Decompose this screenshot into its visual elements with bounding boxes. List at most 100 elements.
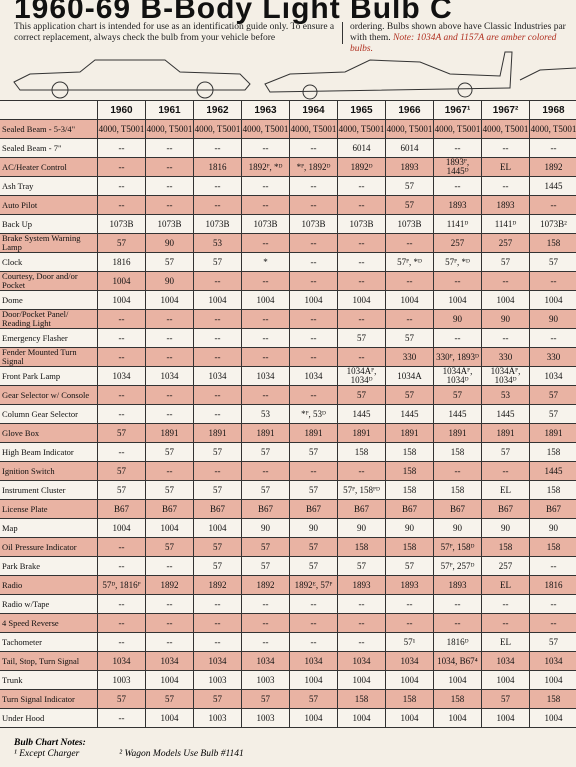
notes-title: Bulb Chart Notes: [14, 738, 86, 748]
bulb-cell: 1004 [338, 671, 386, 690]
bulb-cell: 57ᴾ, 257ᴰ [434, 557, 482, 576]
bulb-cell: 1445 [386, 405, 434, 424]
bulb-cell: -- [194, 386, 242, 405]
notes-list: ¹ Except Charger ² Wagon Models Use Bulb … [14, 749, 284, 760]
year-header: 1961 [146, 100, 194, 120]
bulb-cell: 1891 [194, 424, 242, 443]
bulb-cell: 1891 [290, 424, 338, 443]
row-label: Gear Selector w/ Console [0, 386, 98, 405]
bulb-cell: -- [194, 139, 242, 158]
bulb-cell: 158 [530, 690, 576, 709]
bulb-cell: 90 [146, 272, 194, 291]
intro-right: ordering. Bulbs shown above have Classic… [350, 22, 576, 55]
bulb-cell: 1004 [434, 671, 482, 690]
bulb-cell: 57ᴾ, 158ᴰ [434, 538, 482, 557]
bulb-cell: 57ᴰ, 1816ᴾ [98, 576, 146, 595]
bulb-cell: 90 [386, 519, 434, 538]
bulb-cell: -- [242, 272, 290, 291]
row-label: Tail, Stop, Turn Signal [0, 652, 98, 671]
bulb-cell: 1004 [386, 709, 434, 728]
bulb-cell: 1034 [386, 652, 434, 671]
row-label: 4 Speed Reverse [0, 614, 98, 633]
bulb-cell: 1073B [338, 215, 386, 234]
bulb-cell: 1004 [338, 291, 386, 310]
bulb-cell: 57 [482, 443, 530, 462]
bulb-cell: -- [98, 386, 146, 405]
bulb-cell: 4000, T5001 [98, 120, 146, 139]
bulb-cell: 57 [194, 443, 242, 462]
bulb-cell: 1004 [146, 671, 194, 690]
bulb-cell: -- [290, 234, 338, 253]
bulb-cell: 57 [242, 443, 290, 462]
year-header: 1965 [338, 100, 386, 120]
bulb-cell: EL [482, 481, 530, 500]
bulb-cell: 1004 [98, 272, 146, 291]
bulb-cell: 1004 [146, 709, 194, 728]
bulb-cell: -- [98, 405, 146, 424]
bulb-cell: -- [338, 196, 386, 215]
bulb-cell: 158 [338, 443, 386, 462]
bulb-cell: -- [194, 329, 242, 348]
bulb-cell: 57 [194, 481, 242, 500]
intro-right-text: ordering. Bulbs shown above have Classic… [350, 22, 566, 43]
bulb-cell: 1034 [146, 367, 194, 386]
bulb-cell: -- [386, 234, 434, 253]
bulb-cell: 57 [194, 690, 242, 709]
bulb-cell: -- [482, 139, 530, 158]
bulb-cell: 1004 [242, 291, 290, 310]
bulb-cell: 57ᴾ, *ᴰ [386, 253, 434, 272]
bulb-cell: 257 [482, 234, 530, 253]
bulb-cell: B67 [290, 500, 338, 519]
bulb-cell: 1891 [386, 424, 434, 443]
row-label: Radio [0, 576, 98, 595]
bulb-cell: 1892ᴾ, *ᴰ [242, 158, 290, 177]
bulb-cell: 1073B [290, 215, 338, 234]
bulb-cell: -- [290, 310, 338, 329]
row-label: Dome [0, 291, 98, 310]
row-label: Map [0, 519, 98, 538]
bulb-cell: -- [98, 348, 146, 367]
bulb-cell: 90 [434, 519, 482, 538]
bulb-cell: -- [338, 348, 386, 367]
bulb-cell: 57 [290, 690, 338, 709]
bulb-cell: -- [98, 443, 146, 462]
bulb-cell: 1891 [338, 424, 386, 443]
row-label: Glove Box [0, 424, 98, 443]
bulb-cell: 1004 [98, 519, 146, 538]
bulb-cell: 4000, T5001 [338, 120, 386, 139]
bulb-cell: 53 [482, 386, 530, 405]
row-label: Tachometer [0, 633, 98, 652]
bulb-cell: 1816 [194, 158, 242, 177]
bulb-cell: 1893 [386, 576, 434, 595]
bulb-cell: -- [290, 633, 338, 652]
bulb-cell: 57 [338, 386, 386, 405]
bulb-cell: 57 [290, 538, 338, 557]
bulb-cell: -- [434, 177, 482, 196]
row-label: Park Brake [0, 557, 98, 576]
year-header: 1960 [98, 100, 146, 120]
bulb-cell: 90 [482, 519, 530, 538]
bulb-cell: -- [98, 538, 146, 557]
bulb-cell: 90 [146, 234, 194, 253]
car-1 [13, 59, 251, 91]
bulb-cell: 57 [242, 557, 290, 576]
bulb-cell: * [242, 253, 290, 272]
car-2 [264, 51, 513, 93]
bulb-cell: -- [290, 272, 338, 291]
bulb-cell: -- [98, 310, 146, 329]
bulb-cell: 158 [530, 234, 576, 253]
bulb-cell: 57 [146, 538, 194, 557]
bulb-cell: 57 [194, 538, 242, 557]
bulb-cell: -- [482, 329, 530, 348]
bulb-cell: 158 [434, 690, 482, 709]
bulb-cell: 1034 [242, 367, 290, 386]
bulb-cell: -- [98, 177, 146, 196]
bulb-cell: 1893 [482, 196, 530, 215]
bulb-cell: 1073B [242, 215, 290, 234]
bulb-cell: 1004 [290, 709, 338, 728]
bulb-cell: -- [98, 196, 146, 215]
bulb-cell: 57 [530, 633, 576, 652]
bulb-cell: -- [290, 253, 338, 272]
bulb-cell: -- [242, 633, 290, 652]
